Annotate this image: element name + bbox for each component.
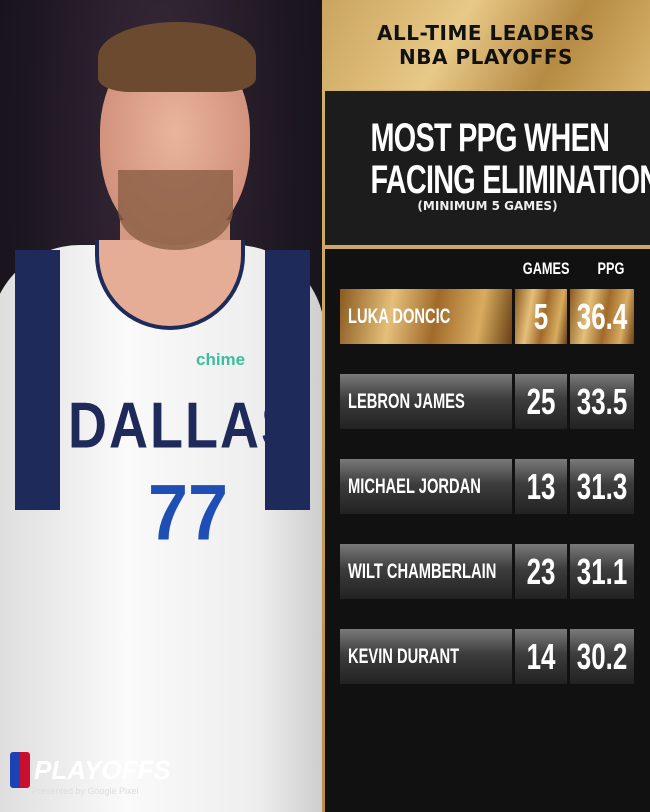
jersey-strap	[265, 250, 310, 510]
sponsor-logo: chime	[196, 350, 246, 369]
table-row: WILT CHAMBERLAIN 23 31.1	[340, 544, 635, 599]
column-header-ppg: PPG	[597, 259, 625, 278]
games-value: 23	[515, 544, 567, 599]
leaders-table: GAMES PPG LUKA DONCIC 5 36.4 LEBRON JAMES…	[325, 249, 650, 812]
beard	[118, 170, 233, 250]
games-value: 13	[515, 459, 567, 514]
ppg-value: 31.3	[570, 459, 634, 514]
player-photo: chime DALLAS 77 PLAYOFFS Presented by Go…	[0, 0, 322, 812]
ppg-value: 36.4	[570, 289, 634, 344]
player-name: LUKA DONCIC	[340, 289, 512, 344]
table-row: LEBRON JAMES 25 33.5	[340, 374, 635, 429]
table-row: MICHAEL JORDAN 13 31.3	[340, 459, 635, 514]
logo-text: PLAYOFFS	[34, 754, 171, 785]
title-line1: MOST PPG WHEN	[370, 116, 610, 160]
subtitle: (MINIMUM 5 GAMES)	[417, 199, 558, 213]
player-name: MICHAEL JORDAN	[340, 459, 512, 514]
column-header-games: GAMES	[522, 259, 570, 278]
ppg-value: 31.1	[570, 544, 634, 599]
presented-by: Presented by Google Pixel	[32, 786, 139, 796]
title-line2: FACING ELIMINATION	[370, 158, 650, 202]
playoffs-logo: PLAYOFFS	[10, 752, 171, 788]
ppg-value: 30.2	[570, 629, 634, 684]
stats-panel: ALL-TIME LEADERS NBA PLAYOFFS MOST PPG W…	[322, 0, 650, 812]
title-box: MOST PPG WHEN FACING ELIMINATION (MINIMU…	[325, 91, 650, 245]
player-name: WILT CHAMBERLAIN	[340, 544, 512, 599]
table-row: KEVIN DURANT 14 30.2	[340, 629, 635, 684]
ppg-value: 33.5	[570, 374, 634, 429]
jersey-strap	[15, 250, 60, 510]
jersey-number: 77	[148, 469, 229, 557]
header-line1: ALL-TIME LEADERS	[377, 21, 595, 45]
header-line2: NBA PLAYOFFS	[399, 45, 573, 69]
jersey-text: DALLAS	[68, 390, 299, 462]
header: ALL-TIME LEADERS NBA PLAYOFFS	[322, 0, 650, 90]
table-row: LUKA DONCIC 5 36.4	[340, 289, 635, 344]
player-name: LEBRON JAMES	[340, 374, 512, 429]
games-value: 14	[515, 629, 567, 684]
games-value: 5	[515, 289, 567, 344]
hair	[98, 22, 256, 92]
games-value: 25	[515, 374, 567, 429]
nba-logo-icon	[10, 752, 30, 788]
player-name: KEVIN DURANT	[340, 629, 512, 684]
